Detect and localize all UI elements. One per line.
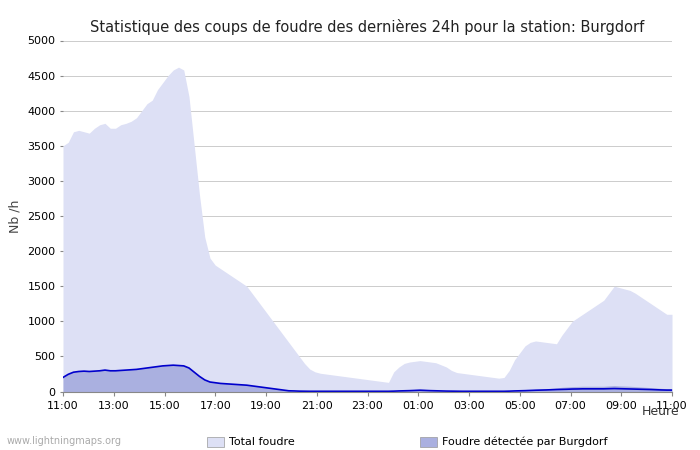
Y-axis label: Nb /h: Nb /h [8,199,22,233]
Legend: Total foudre, Moyenne de toutes les stations, Foudre détectée par Burgdorf: Total foudre, Moyenne de toutes les stat… [202,432,612,450]
Text: Heure: Heure [641,405,679,418]
Text: www.lightningmaps.org: www.lightningmaps.org [7,436,122,446]
Title: Statistique des coups de foudre des dernières 24h pour la station: Burgdorf: Statistique des coups de foudre des dern… [90,19,645,35]
